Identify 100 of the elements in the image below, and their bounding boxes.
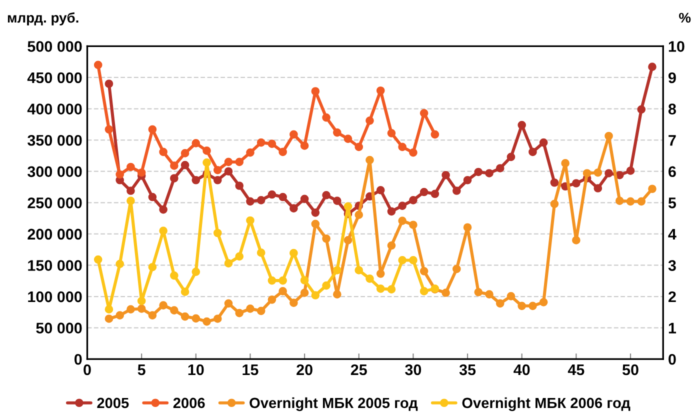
- point: [116, 311, 124, 320]
- point: [322, 234, 330, 243]
- point: [126, 305, 135, 314]
- point: [224, 299, 233, 308]
- y-tick-label: 400 000: [27, 104, 82, 114]
- point: [332, 290, 342, 298]
- point: [192, 314, 200, 323]
- point: [300, 194, 309, 204]
- y2-axis-title: %: [679, 12, 691, 23]
- point: [366, 156, 374, 164]
- y2-tick-label: 9: [668, 72, 676, 84]
- point: [344, 134, 352, 143]
- legend-label: Overnight МБК 2006 год: [462, 397, 630, 412]
- x-tick-label: 25: [350, 364, 367, 376]
- point: [256, 138, 266, 147]
- y-tick-label: 500 000: [28, 41, 82, 52]
- point: [256, 306, 266, 316]
- point: [278, 192, 287, 202]
- point: [648, 184, 656, 194]
- y-tick-label: 100 000: [28, 291, 82, 302]
- point: [278, 148, 287, 156]
- point: [300, 276, 309, 284]
- point: [192, 176, 200, 184]
- point: [180, 149, 190, 158]
- x-tick-label: 15: [242, 364, 258, 376]
- point: [518, 120, 526, 130]
- point: [224, 167, 233, 176]
- legend-label: 2005: [97, 398, 129, 408]
- point: [148, 192, 157, 202]
- point: [463, 176, 472, 184]
- point: [148, 262, 157, 272]
- x-tick-label: 10: [188, 364, 204, 376]
- point: [594, 184, 602, 192]
- point: [452, 186, 461, 195]
- point: [344, 202, 352, 211]
- point: [148, 311, 157, 320]
- x-tick-label: 5: [138, 364, 146, 376]
- point: [159, 226, 168, 235]
- point: [192, 268, 200, 276]
- point: [528, 302, 537, 310]
- y2-tick-label: 2: [668, 291, 676, 302]
- point: [387, 241, 396, 250]
- point: [137, 296, 146, 306]
- point: [104, 125, 114, 134]
- point: [376, 86, 385, 95]
- point: [572, 236, 580, 244]
- x-tick-label: 0: [84, 364, 91, 376]
- point: [126, 162, 135, 172]
- point: [137, 168, 146, 177]
- point: [572, 179, 580, 188]
- point: [235, 158, 244, 166]
- point: [474, 168, 483, 176]
- point: [290, 298, 298, 307]
- point: [104, 314, 114, 323]
- point: [398, 202, 407, 210]
- point: [442, 288, 450, 297]
- point: [409, 256, 418, 264]
- y2-tick-label: 8: [668, 104, 676, 114]
- point: [485, 169, 494, 178]
- y2-tick-label: 3: [668, 260, 676, 271]
- y-tick-label: 50 000: [36, 322, 82, 334]
- x-tick-label: 20: [296, 364, 312, 376]
- point: [550, 200, 559, 208]
- point: [430, 190, 440, 198]
- y-axis-title: млрд. руб.: [8, 12, 78, 26]
- point: [420, 108, 428, 118]
- point: [104, 80, 114, 88]
- point: [506, 292, 516, 300]
- point: [496, 299, 504, 308]
- y-tick-label: 350 000: [28, 134, 82, 146]
- point: [256, 248, 266, 257]
- point: [213, 176, 222, 184]
- point: [268, 295, 276, 304]
- point: [213, 314, 222, 323]
- y2-tick-label: 4: [668, 228, 676, 240]
- point: [192, 139, 200, 148]
- y2-tick-label: 10: [668, 41, 684, 52]
- point: [506, 152, 516, 162]
- point: [332, 196, 342, 205]
- point: [332, 128, 342, 137]
- point: [387, 129, 396, 138]
- point: [354, 266, 364, 274]
- point: [126, 196, 135, 205]
- point: [648, 62, 656, 72]
- y-tick-label: 450 000: [27, 72, 82, 84]
- point: [485, 290, 494, 298]
- point: [224, 158, 233, 166]
- y-tick-label: 150 000: [28, 260, 82, 271]
- point: [170, 271, 178, 280]
- point: [290, 248, 298, 258]
- point: [376, 284, 385, 293]
- point: [256, 196, 266, 204]
- x-tick-label: 35: [459, 364, 476, 376]
- point: [637, 197, 646, 206]
- point: [180, 160, 190, 170]
- legend-label: 2006: [173, 398, 205, 408]
- point: [278, 276, 287, 285]
- point: [311, 87, 320, 96]
- point: [311, 208, 320, 217]
- y2-tick-label: 0: [668, 354, 676, 365]
